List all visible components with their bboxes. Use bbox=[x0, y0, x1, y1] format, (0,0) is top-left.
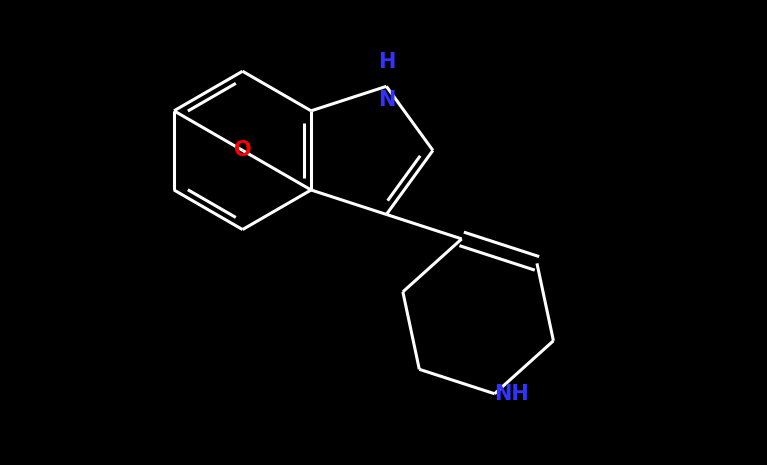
Text: NH: NH bbox=[495, 384, 529, 404]
Text: N: N bbox=[377, 90, 395, 110]
Text: H: H bbox=[377, 52, 395, 72]
Text: O: O bbox=[234, 140, 252, 160]
